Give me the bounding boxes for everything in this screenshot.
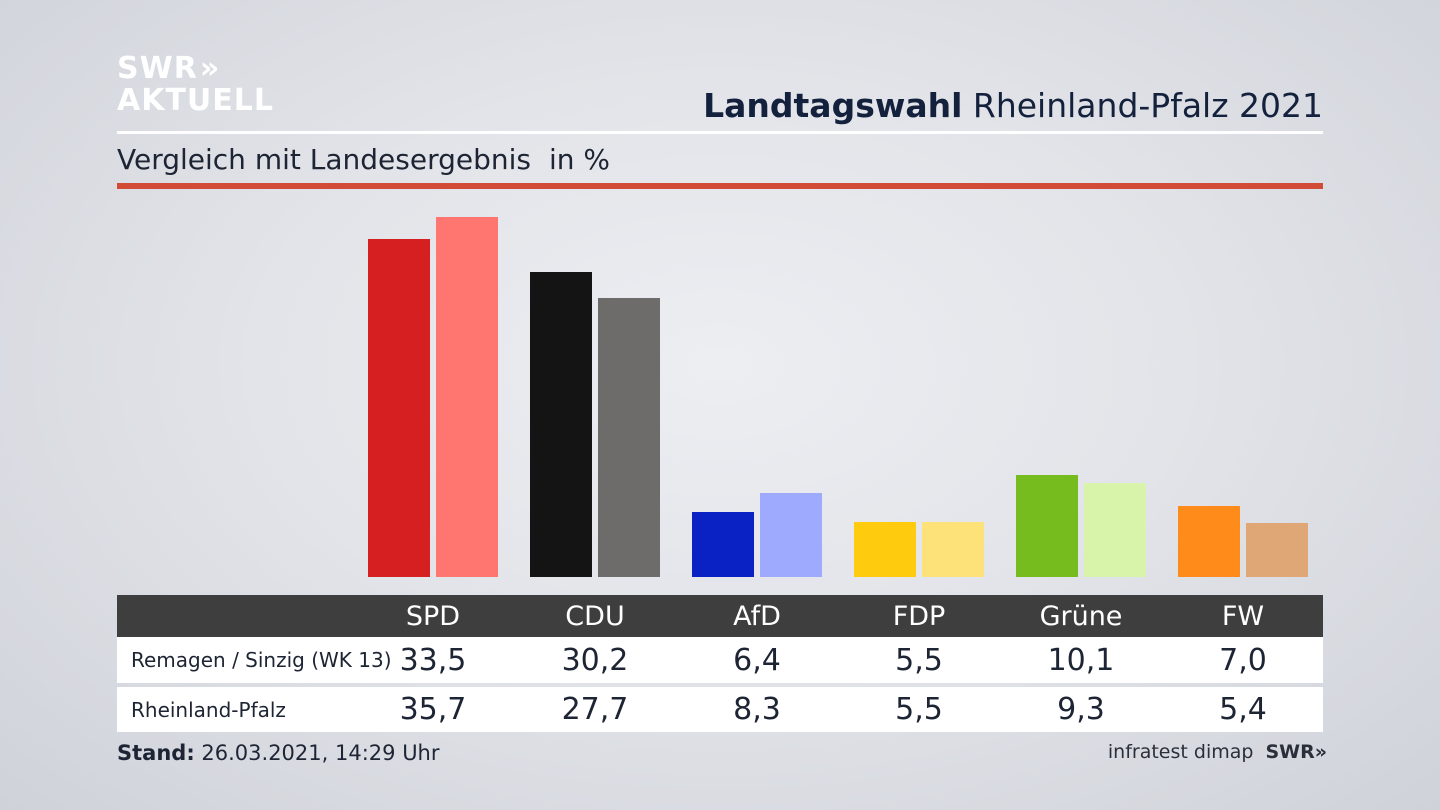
row-label: Remagen / Sinzig (WK 13) — [131, 648, 392, 672]
row-label: Rheinland-Pfalz — [131, 697, 286, 722]
bar-grüne-land — [1084, 483, 1146, 577]
title-bold: Landtagswahl — [703, 86, 963, 125]
bar-fw-land — [1246, 523, 1308, 577]
logo-line2: AKTUELL — [117, 83, 275, 118]
bar-chart — [117, 195, 1323, 580]
bar-fdp-wk13 — [854, 522, 916, 577]
bar-cdu-wk13 — [530, 272, 592, 577]
accent-divider — [117, 183, 1323, 189]
bar-spd-wk13 — [368, 239, 430, 577]
column-header-fdp: FDP — [892, 600, 946, 632]
bar-afd-land — [760, 493, 822, 577]
table-cell: 30,2 — [561, 642, 629, 678]
results-table: SPD CDU AfD FDP Grüne FW Remagen / Sinzig (WK… — [117, 595, 1323, 732]
timestamp: Stand: 26.03.2021, 14:29 Uhr — [117, 741, 440, 765]
column-header-grüne: Grüne — [1039, 600, 1123, 632]
table-cell: 7,0 — [1219, 642, 1267, 678]
bar-afd-wk13 — [692, 512, 754, 577]
table-cell: 35,7 — [399, 692, 467, 727]
unit-label: in % — [548, 143, 611, 176]
table-row: Remagen / Sinzig (WK 13) 33,5 30,2 6,4 5,5 1… — [117, 637, 1323, 683]
column-header-spd: SPD — [405, 600, 461, 632]
bar-cdu-land — [598, 298, 660, 577]
swr-aktuell-logo: SWR» AKTUELL — [117, 54, 274, 116]
table-cell: 5,4 — [1219, 692, 1267, 727]
title-rest: Rheinland-Pfalz 2021 — [972, 86, 1323, 125]
table-cell: 8,3 — [733, 692, 781, 727]
bar-grüne-wk13 — [1016, 475, 1078, 577]
table-cell: 27,7 — [561, 692, 629, 727]
logo-chevron-icon: » — [199, 51, 220, 86]
source-credit: infratest dimap SWR» — [1107, 741, 1327, 763]
page-title: Landtagswahl Rheinland-Pfalz 2021 — [703, 86, 1323, 125]
bar-fdp-land — [922, 522, 984, 577]
table-cell: 33,5 — [399, 642, 467, 678]
bar-fw-wk13 — [1178, 506, 1240, 577]
stand-label: Stand: — [117, 741, 195, 765]
swr-brand: SWR — [1265, 741, 1315, 763]
logo-line1: SWR — [117, 51, 198, 86]
source-text: infratest dimap — [1107, 741, 1254, 763]
swr-chevron-icon: » — [1314, 741, 1327, 763]
column-header-fw: FW — [1221, 600, 1265, 632]
bar-spd-land — [436, 217, 498, 577]
table-row: Rheinland-Pfalz 35,7 27,7 8,3 5,5 9,3 5,4 — [117, 687, 1323, 732]
chart-subtitle: Vergleich mit Landesergebnis in % — [117, 143, 610, 176]
stand-value: 26.03.2021, 14:29 Uhr — [201, 741, 440, 765]
table-cell: 5,5 — [895, 692, 943, 727]
header-divider — [117, 131, 1323, 134]
column-header-afd: AfD — [733, 600, 781, 632]
column-header-cdu: CDU — [565, 600, 625, 632]
table-cell: 9,3 — [1057, 692, 1105, 727]
table-header: SPD CDU AfD FDP Grüne FW — [117, 595, 1323, 637]
table-cell: 5,5 — [895, 642, 943, 678]
subtitle-text: Vergleich mit Landesergebnis — [117, 143, 531, 176]
table-cell: 10,1 — [1047, 642, 1115, 678]
table-cell: 6,4 — [733, 642, 781, 678]
